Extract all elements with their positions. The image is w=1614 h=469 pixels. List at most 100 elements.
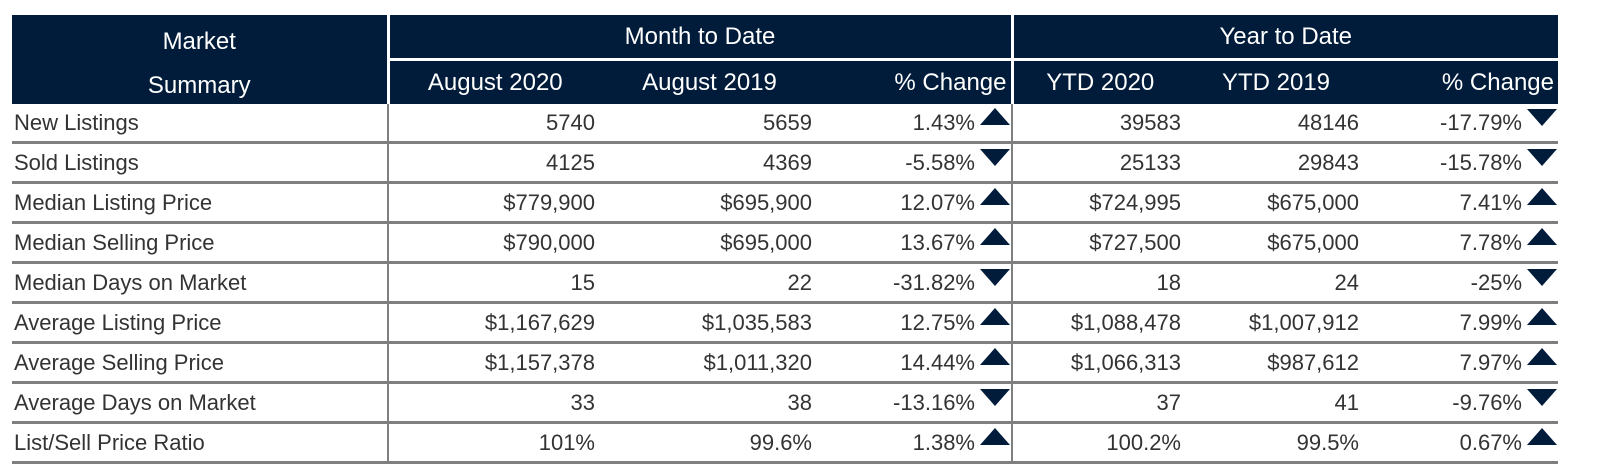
- cell-ytd-2019: $675,000: [1187, 182, 1365, 224]
- col-header-ytd-2019: YTD 2019: [1187, 58, 1365, 104]
- col-header-august-2020: August 2020: [386, 58, 601, 104]
- change-value: -9.76%: [1452, 390, 1522, 416]
- change-value: 7.99%: [1459, 310, 1522, 336]
- cell-ytd-2019: $675,000: [1187, 222, 1365, 264]
- cell-ytd-change: 0.67%: [1365, 422, 1558, 464]
- cell-ytd-2019: $987,612: [1187, 342, 1365, 384]
- down-arrow-icon: [1526, 266, 1558, 288]
- table-body: New Listings 5740 5659 1.43% 39583 48146 -17.7…: [12, 104, 1558, 464]
- change-value: -5.58%: [905, 150, 975, 176]
- cell-august-2020: 5740: [388, 104, 601, 144]
- down-arrow-icon: [979, 386, 1011, 408]
- month-to-date-header: Month to Date: [386, 15, 1012, 60]
- up-arrow-icon: [979, 186, 1011, 208]
- cell-mtd-change: 13.67%: [818, 222, 1013, 264]
- row-label: Average Days on Market: [12, 382, 389, 424]
- cell-august-2019: $1,035,583: [601, 302, 818, 344]
- cell-ytd-2019: 41: [1187, 382, 1365, 424]
- cell-ytd-2020: 25133: [1012, 142, 1187, 184]
- up-arrow-icon: [979, 346, 1011, 368]
- change-value: -17.79%: [1440, 110, 1522, 136]
- cell-ytd-2020: 39583: [1012, 104, 1187, 144]
- cell-august-2020: 33: [388, 382, 601, 424]
- table-row: Median Days on Market 15 22 -31.82% 18 24 -25%: [12, 262, 1558, 304]
- cell-mtd-change: 1.43%: [818, 104, 1013, 144]
- cell-ytd-2019: 29843: [1187, 142, 1365, 184]
- cell-ytd-2020: $1,066,313: [1012, 342, 1187, 384]
- up-arrow-icon: [1526, 226, 1558, 248]
- row-label: Median Selling Price: [12, 222, 389, 264]
- cell-mtd-change: -5.58%: [818, 142, 1013, 184]
- cell-mtd-change: -13.16%: [818, 382, 1013, 424]
- cell-mtd-change: 1.38%: [818, 422, 1013, 464]
- change-value: -15.78%: [1440, 150, 1522, 176]
- market-summary-header: Market Summary: [12, 15, 388, 104]
- cell-ytd-2019: $1,007,912: [1187, 302, 1365, 344]
- row-label: Median Days on Market: [12, 262, 389, 304]
- cell-ytd-2019: 24: [1187, 262, 1365, 304]
- cell-august-2020: 15: [388, 262, 601, 304]
- change-value: 7.78%: [1459, 230, 1522, 256]
- cell-august-2020: $1,157,378: [388, 342, 601, 384]
- cell-ytd-change: -25%: [1365, 262, 1558, 304]
- table-row: List/Sell Price Ratio 101% 99.6% 1.38% 100.2…: [12, 422, 1558, 464]
- up-arrow-icon: [1526, 186, 1558, 208]
- col-header-ytd-2020: YTD 2020: [1010, 58, 1187, 104]
- cell-ytd-change: -9.76%: [1365, 382, 1558, 424]
- up-arrow-icon: [979, 306, 1011, 328]
- cell-mtd-change: 12.75%: [818, 302, 1013, 344]
- cell-august-2019: $695,000: [601, 222, 818, 264]
- cell-ytd-2020: $727,500: [1012, 222, 1187, 264]
- cell-ytd-change: 7.78%: [1365, 222, 1558, 264]
- cell-august-2020: $790,000: [388, 222, 601, 264]
- up-arrow-icon: [1526, 346, 1558, 368]
- market-summary-line1: Market: [162, 27, 236, 55]
- change-value: -25%: [1470, 270, 1522, 296]
- cell-august-2019: 38: [601, 382, 818, 424]
- cell-august-2020: 4125: [388, 142, 601, 184]
- change-value: 0.67%: [1459, 430, 1522, 456]
- table-row: Average Listing Price $1,167,629 $1,035,58…: [12, 302, 1558, 344]
- cell-august-2019: $1,011,320: [601, 342, 818, 384]
- down-arrow-icon: [1526, 146, 1558, 168]
- change-value: 7.97%: [1459, 350, 1522, 376]
- up-arrow-icon: [1526, 306, 1558, 328]
- down-arrow-icon: [1526, 106, 1558, 128]
- change-value: 12.07%: [900, 190, 975, 216]
- cell-mtd-change: 12.07%: [818, 182, 1013, 224]
- cell-mtd-change: 14.44%: [818, 342, 1013, 384]
- row-label: New Listings: [12, 104, 389, 144]
- up-arrow-icon: [979, 426, 1011, 448]
- row-label: Sold Listings: [12, 142, 389, 184]
- table-row: New Listings 5740 5659 1.43% 39583 48146 -17.7…: [12, 104, 1558, 144]
- cell-ytd-2020: 37: [1012, 382, 1187, 424]
- change-value: -31.82%: [893, 270, 975, 296]
- cell-ytd-2020: 100.2%: [1012, 422, 1187, 464]
- col-header-ytd-change: % Change: [1365, 58, 1558, 104]
- row-label: Average Listing Price: [12, 302, 389, 344]
- cell-ytd-change: 7.99%: [1365, 302, 1558, 344]
- year-to-date-header: Year to Date: [1010, 15, 1558, 60]
- cell-ytd-change: 7.41%: [1365, 182, 1558, 224]
- row-label: List/Sell Price Ratio: [12, 422, 389, 464]
- table-row: Sold Listings 4125 4369 -5.58% 25133 29843 -15…: [12, 142, 1558, 184]
- change-value: 1.38%: [912, 430, 975, 456]
- change-value: 13.67%: [900, 230, 975, 256]
- up-arrow-icon: [979, 226, 1011, 248]
- cell-august-2020: $779,900: [388, 182, 601, 224]
- change-value: 1.43%: [912, 110, 975, 136]
- down-arrow-icon: [1526, 386, 1558, 408]
- market-summary-table: Market Summary Month to Date Year to Dat…: [12, 15, 1558, 464]
- up-arrow-icon: [979, 106, 1011, 128]
- table-row: Median Listing Price $779,900 $695,900 12.0…: [12, 182, 1558, 224]
- cell-ytd-change: 7.97%: [1365, 342, 1558, 384]
- cell-ytd-2020: 18: [1012, 262, 1187, 304]
- change-value: 7.41%: [1459, 190, 1522, 216]
- cell-august-2020: 101%: [388, 422, 601, 464]
- change-value: 14.44%: [900, 350, 975, 376]
- table-row: Median Selling Price $790,000 $695,000 13.6…: [12, 222, 1558, 264]
- cell-ytd-2019: 48146: [1187, 104, 1365, 144]
- col-header-mtd-change: % Change: [818, 58, 1012, 104]
- cell-ytd-change: -17.79%: [1365, 104, 1558, 144]
- cell-ytd-2019: 99.5%: [1187, 422, 1365, 464]
